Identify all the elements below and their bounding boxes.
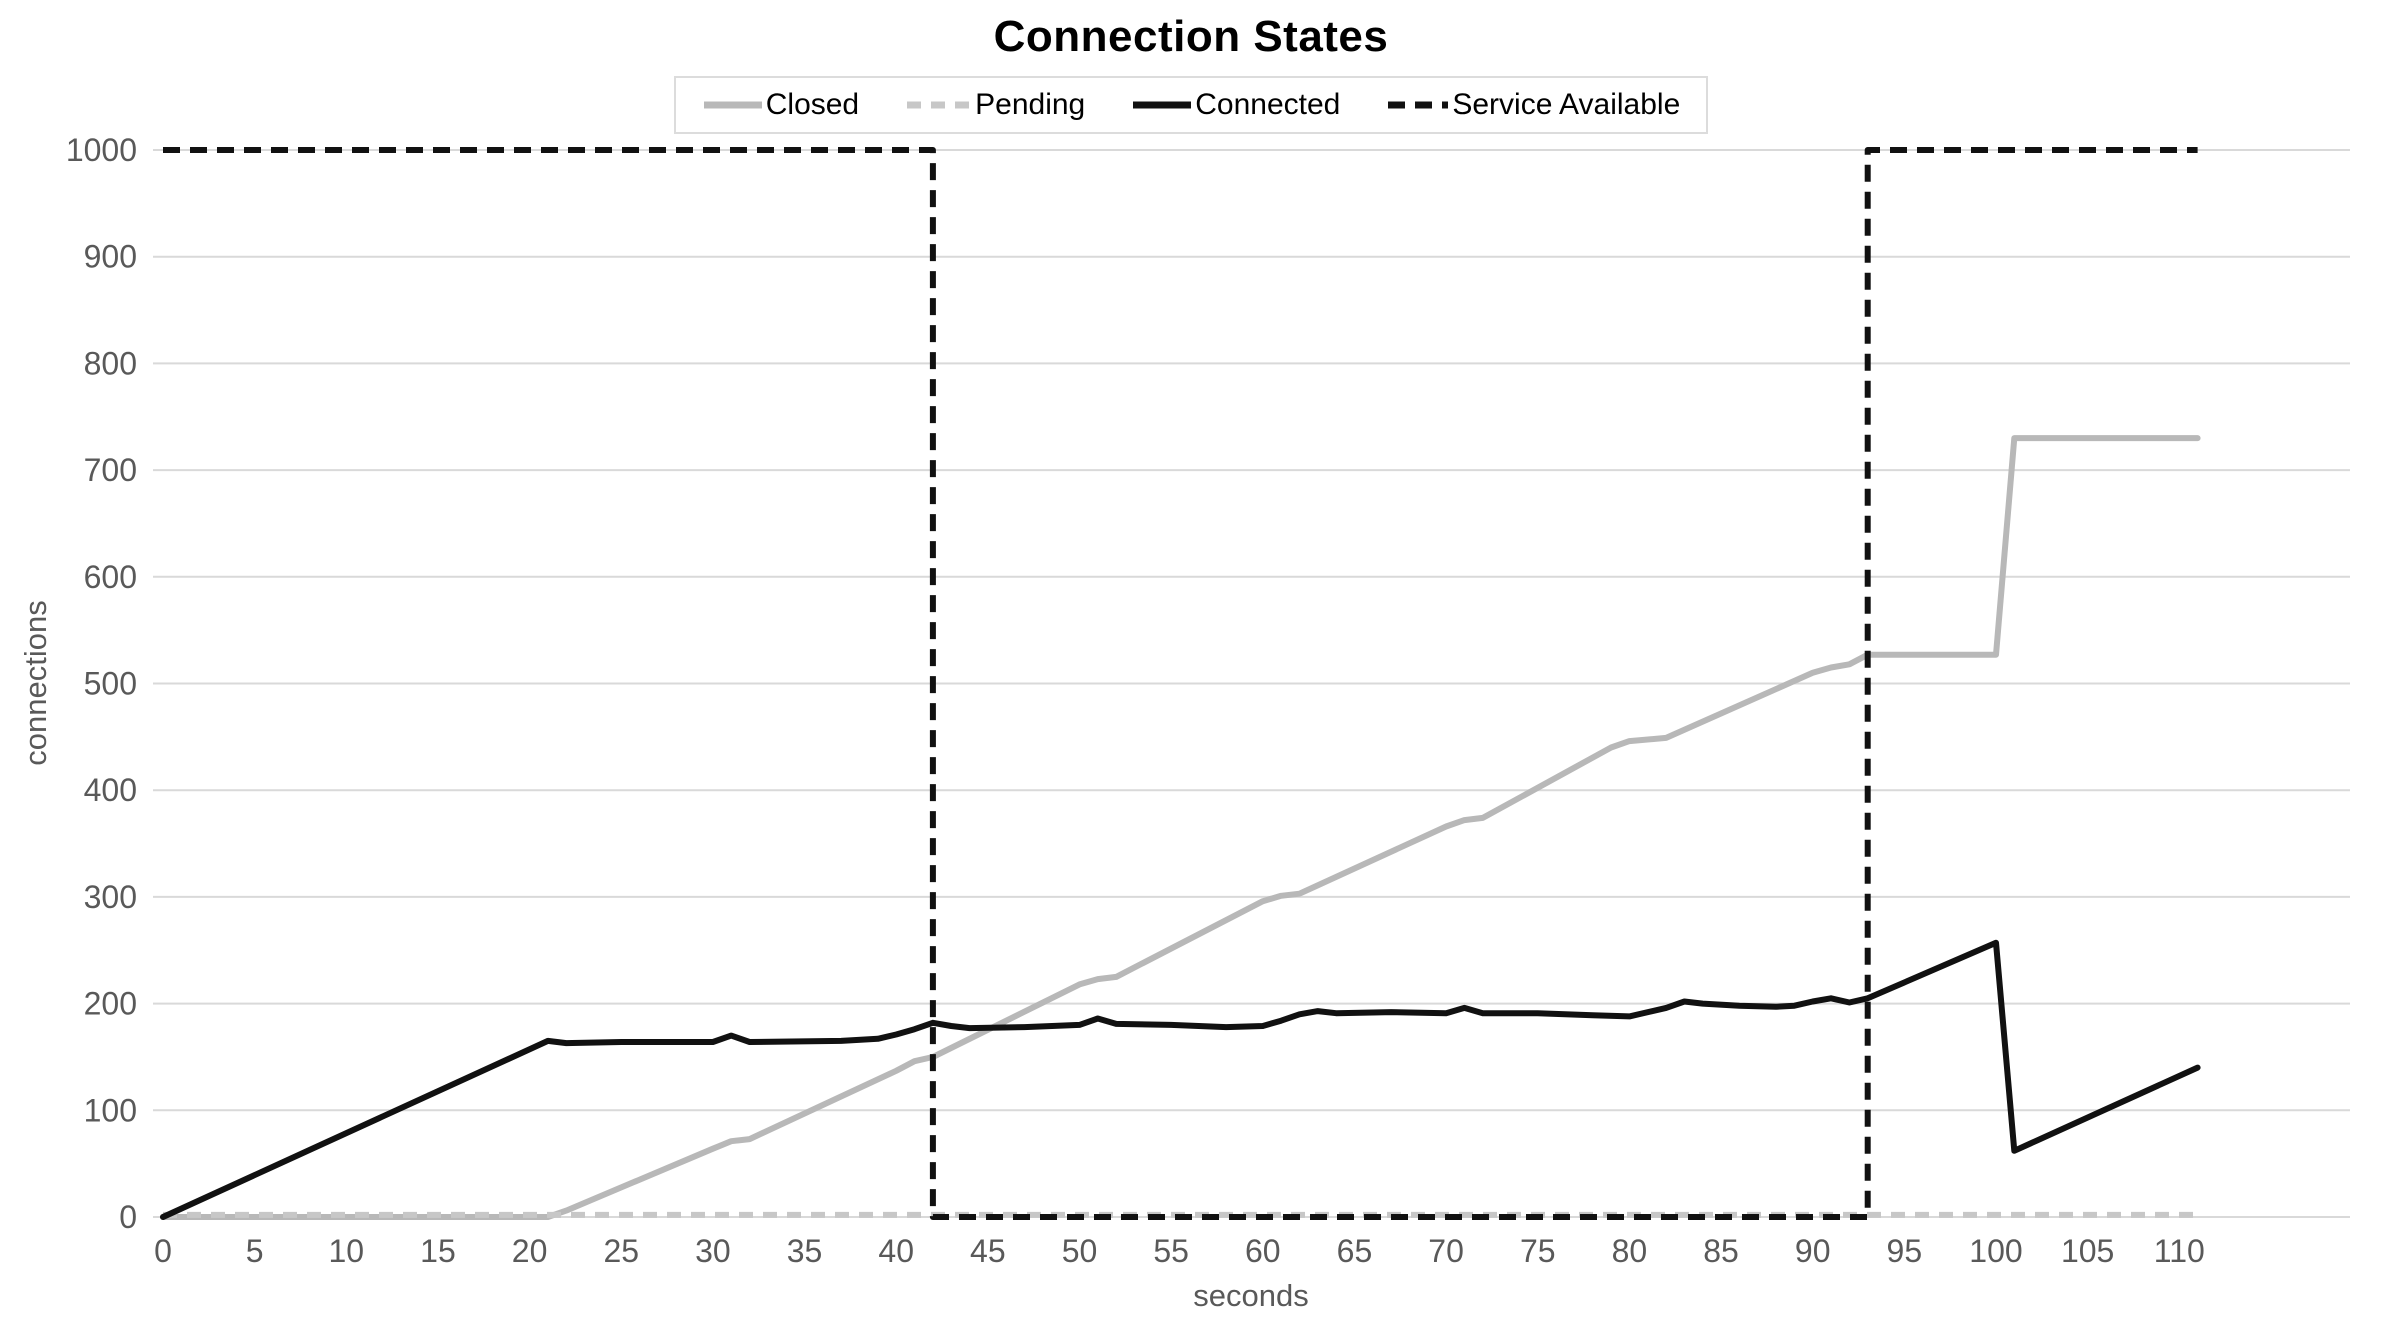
- x-tick-label: 10: [329, 1233, 365, 1269]
- pending-line-swatch-icon: [907, 101, 974, 109]
- service-available-line-swatch-icon: [1388, 101, 1449, 109]
- y-tick-label: 200: [84, 986, 137, 1022]
- y-tick-label: 900: [84, 239, 137, 275]
- x-tick-label: 40: [878, 1233, 914, 1269]
- legend: Closed Pending Connected Service Availab…: [673, 76, 1709, 134]
- closed-line-swatch-icon: [703, 101, 762, 109]
- legend-item-closed: Closed: [702, 88, 859, 122]
- series-connected-line: [160, 939, 2201, 1220]
- x-tick-label: 100: [1969, 1233, 2022, 1269]
- y-tick-label: 300: [84, 879, 137, 915]
- connected-line-swatch-icon: [1133, 101, 1192, 109]
- x-tick-label: 95: [1887, 1233, 1923, 1269]
- legend-wrap: Closed Pending Connected Service Availab…: [0, 76, 2382, 134]
- x-tick-label: 20: [512, 1233, 548, 1269]
- x-tick-label: 0: [154, 1233, 172, 1269]
- series-closed-line: [160, 435, 2201, 1220]
- series-service-available-line: [163, 147, 2198, 1220]
- y-tick-label: 800: [84, 345, 137, 381]
- legend-label-service-available: Service Available: [1452, 88, 1681, 121]
- x-tick-label: 105: [2061, 1233, 2114, 1269]
- y-tick-label: 100: [84, 1092, 137, 1128]
- x-tick-label: 15: [420, 1233, 456, 1269]
- legend-item-pending: Pending: [905, 88, 1085, 122]
- x-axis-title: seconds: [1193, 1278, 1309, 1313]
- x-tick-label: 50: [1062, 1233, 1098, 1269]
- x-tick-label: 85: [1703, 1233, 1739, 1269]
- y-tick-label: 600: [84, 559, 137, 595]
- x-tick-label: 55: [1153, 1233, 1189, 1269]
- x-tick-label: 60: [1245, 1233, 1281, 1269]
- legend-label-closed: Closed: [765, 88, 860, 121]
- y-tick-label: 0: [119, 1199, 137, 1235]
- x-tick-label: 80: [1612, 1233, 1648, 1269]
- x-tick-label: 45: [970, 1233, 1006, 1269]
- legend-item-service-available: Service Available: [1386, 88, 1680, 122]
- y-tick-label: 700: [84, 452, 137, 488]
- x-tick-label: 110: [2154, 1233, 2205, 1269]
- legend-item-connected: Connected: [1131, 88, 1340, 122]
- legend-label-connected: Connected: [1195, 88, 1341, 121]
- x-tick-label: 75: [1520, 1233, 1556, 1269]
- legend-label-pending: Pending: [975, 88, 1086, 121]
- x-tick-label: 70: [1428, 1233, 1464, 1269]
- y-tick-label: 500: [84, 666, 137, 702]
- y-tick-label: 1000: [66, 132, 137, 168]
- chart-title: Connection States: [993, 12, 1389, 61]
- x-tick-label: 90: [1795, 1233, 1831, 1269]
- y-tick-label: 400: [84, 772, 137, 808]
- x-tick-label: 25: [603, 1233, 639, 1269]
- x-tick-label: 30: [695, 1233, 731, 1269]
- x-tick-label: 35: [787, 1233, 823, 1269]
- x-tick-label: 5: [246, 1233, 264, 1269]
- x-tick-label: 65: [1337, 1233, 1373, 1269]
